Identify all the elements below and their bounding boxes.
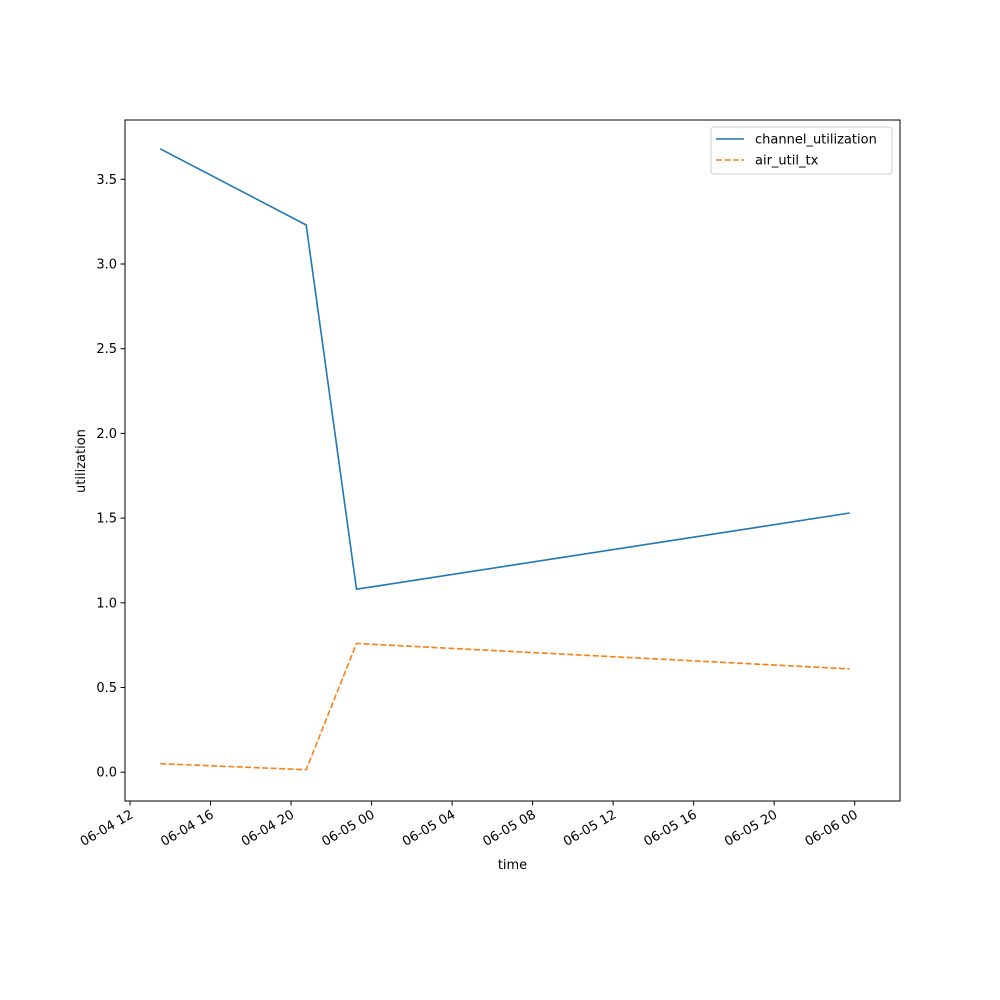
y-axis-label: utilization bbox=[74, 429, 89, 493]
legend-box bbox=[710, 126, 893, 175]
y-tick-label: 1.5 bbox=[96, 512, 117, 527]
y-tick-label: 1.0 bbox=[96, 596, 117, 611]
y-tick-label: 2.0 bbox=[96, 427, 117, 442]
series-line-air-util-tx bbox=[160, 642, 850, 771]
y-tick-label: 3.0 bbox=[96, 257, 117, 272]
y-tick-label: 0.5 bbox=[96, 681, 117, 696]
series-layer bbox=[159, 148, 850, 771]
x-axis-label: time bbox=[498, 858, 527, 873]
series-line-channel-utilization bbox=[159, 148, 850, 591]
plot-frame bbox=[124, 119, 901, 802]
y-tick-label: 2.5 bbox=[96, 342, 117, 357]
y-tick-label: 0.0 bbox=[96, 766, 117, 781]
legend: channel_utilization air_util_tx bbox=[710, 126, 893, 175]
legend-label-air-util-tx: air_util_tx bbox=[755, 154, 819, 169]
y-tick-label: 3.5 bbox=[96, 173, 117, 188]
legend-label-channel-utilization: channel_utilization bbox=[755, 133, 877, 148]
